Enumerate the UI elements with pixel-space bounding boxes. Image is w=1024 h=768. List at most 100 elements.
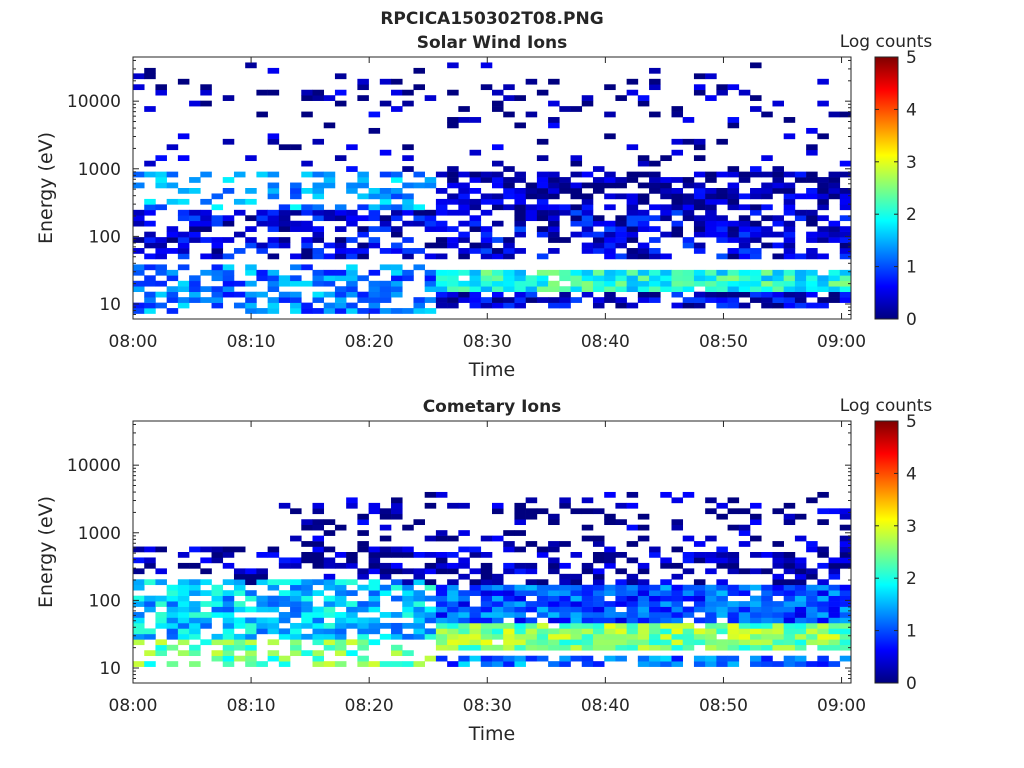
heatmap-cell <box>671 590 684 596</box>
heatmap-cell <box>256 601 268 607</box>
heatmap-cell <box>783 661 796 667</box>
heatmap-cell <box>469 590 482 596</box>
heatmap-cell <box>435 552 448 558</box>
heatmap-cell <box>559 655 571 662</box>
heatmap-cell <box>222 655 235 662</box>
heatmap-cell <box>839 535 852 542</box>
heatmap-cell <box>705 231 717 238</box>
heatmap-cell <box>660 612 672 618</box>
heatmap-cell <box>402 595 414 602</box>
heatmap-cell <box>301 248 313 254</box>
heatmap-cell <box>144 297 156 303</box>
heatmap-cell <box>682 612 695 618</box>
heatmap-cell <box>536 89 549 96</box>
heatmap-cell <box>536 595 549 602</box>
heatmap-cell <box>772 220 784 227</box>
heatmap-cell <box>334 633 347 640</box>
heatmap-cell <box>761 291 773 298</box>
heatmap-cell <box>525 280 538 287</box>
heatmap-cell <box>514 628 526 635</box>
heatmap-cell <box>469 248 482 254</box>
heatmap-cell <box>559 579 571 586</box>
heatmap-cell <box>559 633 571 640</box>
heatmap-cell <box>144 633 156 640</box>
heatmap-cell <box>379 171 392 178</box>
heatmap-cell <box>290 579 302 586</box>
heatmap-cell <box>604 644 616 651</box>
heatmap-cell <box>649 188 661 194</box>
heatmap-cell <box>312 535 325 542</box>
heatmap-cell <box>615 568 627 575</box>
heatmap-cell <box>447 182 459 189</box>
heatmap-cell <box>144 595 156 602</box>
heatmap-cell <box>649 275 661 282</box>
heatmap-cell <box>503 661 515 667</box>
heatmap-cell <box>301 541 313 547</box>
heatmap-cell <box>828 275 841 282</box>
heatmap-cell <box>828 182 841 189</box>
heatmap-cell <box>492 302 504 309</box>
heatmap-cell <box>402 633 414 640</box>
heatmap-cell <box>637 193 650 200</box>
heatmap-cell <box>514 562 526 569</box>
heatmap-cell <box>334 286 347 293</box>
heatmap-cell <box>469 297 482 303</box>
heatmap-cell <box>716 291 728 298</box>
heatmap-cell <box>548 100 560 107</box>
heatmap-cell <box>166 617 179 624</box>
heatmap-cell <box>817 628 829 635</box>
heatmap-cell <box>447 62 459 69</box>
heatmap-cell <box>391 264 403 271</box>
heatmap-cell <box>716 231 728 238</box>
heatmap-cell <box>716 655 728 662</box>
heatmap-cell <box>480 209 493 216</box>
heatmap-cell <box>435 209 448 216</box>
heatmap-cell <box>581 535 594 542</box>
heatmap-cell <box>828 291 841 298</box>
heatmap-cell <box>267 133 280 140</box>
heatmap-cell <box>817 584 829 591</box>
heatmap-cell <box>211 204 224 211</box>
heatmap-cell <box>682 552 695 558</box>
y-tick-label: 10000 <box>67 92 121 112</box>
heatmap-cell <box>604 286 616 293</box>
heatmap-cell <box>155 182 167 189</box>
heatmap-cell <box>435 291 448 298</box>
heatmap-cell <box>503 541 515 547</box>
heatmap-cell <box>750 220 762 227</box>
heatmap-cell <box>301 160 313 167</box>
heatmap-cell <box>503 622 515 629</box>
heatmap-cell <box>783 209 796 216</box>
heatmap-cell <box>346 166 358 172</box>
heatmap-cell <box>492 617 504 624</box>
heatmap-cell <box>716 215 728 222</box>
heatmap-cell <box>761 231 773 238</box>
heatmap-cell <box>245 573 257 580</box>
heatmap-cell <box>469 286 482 293</box>
heatmap-cell <box>570 193 583 200</box>
heatmap-cell <box>458 171 470 178</box>
heatmap-cell <box>738 291 751 298</box>
heatmap-cell <box>391 552 403 558</box>
heatmap-cell <box>604 552 616 558</box>
heatmap-cell <box>660 188 672 194</box>
heatmap-cell <box>828 111 841 118</box>
heatmap-cell <box>492 253 504 260</box>
heatmap-cell <box>346 308 358 314</box>
heatmap-cell <box>772 508 784 515</box>
heatmap-cell <box>155 639 167 646</box>
heatmap-cell <box>682 280 695 287</box>
heatmap-cell <box>581 280 594 287</box>
heatmap-cell <box>626 209 639 216</box>
heatmap-cell <box>480 177 493 183</box>
heatmap-cell <box>155 650 167 657</box>
heatmap-cell <box>536 171 549 178</box>
heatmap-cell <box>637 655 650 662</box>
heatmap-cell <box>828 617 841 624</box>
heatmap-cell <box>424 95 437 101</box>
heatmap-cell <box>290 644 302 651</box>
heatmap-cell <box>133 584 145 591</box>
heatmap-cell <box>783 606 796 613</box>
heatmap-cell <box>200 220 212 227</box>
heatmap-cell <box>323 661 336 667</box>
